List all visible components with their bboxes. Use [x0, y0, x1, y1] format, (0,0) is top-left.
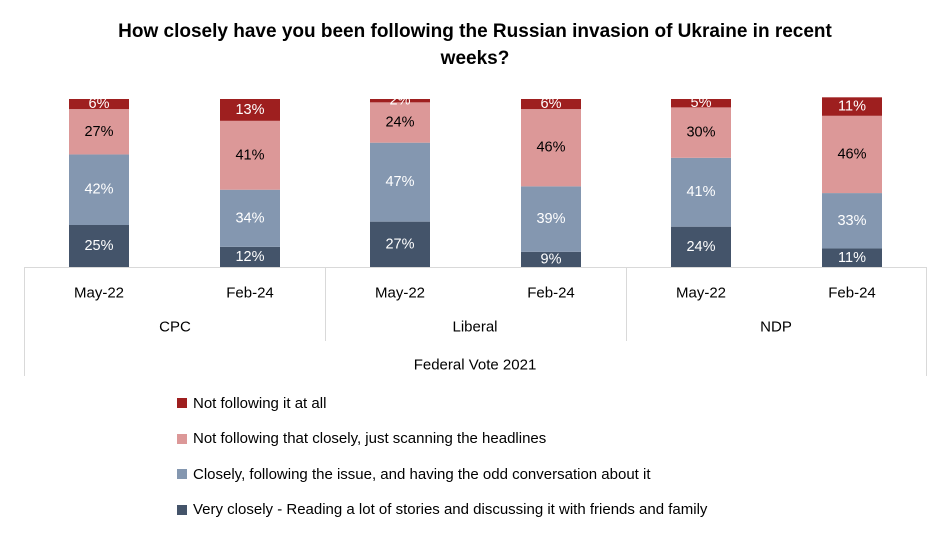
- legend-swatch: [177, 504, 187, 515]
- data-label: 9%: [541, 251, 562, 267]
- bar-segment: [220, 120, 280, 190]
- bar-segment: [822, 193, 882, 249]
- data-label: 11%: [838, 250, 866, 266]
- group-axis-label: Federal Vote 2021: [414, 357, 537, 374]
- data-label: 46%: [536, 140, 565, 156]
- legend-label: Closely, following the issue, and having…: [193, 465, 651, 483]
- bar-segment: [370, 99, 430, 103]
- bar-segment: [521, 109, 581, 187]
- bar-segment: [822, 248, 882, 267]
- chart-title: How closely have you been following the …: [118, 21, 832, 69]
- legend-label: Not following that closely, just scannin…: [193, 430, 547, 447]
- bar-segment: [370, 102, 430, 143]
- bar-segment: [370, 221, 430, 267]
- legend-label: Very closely - Reading a lot of stories …: [193, 501, 708, 518]
- bar-segment: [220, 189, 280, 247]
- category-tick-label: May-22: [74, 285, 124, 302]
- bar-segment: [370, 142, 430, 222]
- bar-segment: [220, 246, 280, 267]
- bar-segment: [822, 115, 882, 194]
- legend-item: Not following that closely, just scannin…: [177, 430, 707, 448]
- legend-item: Very closely - Reading a lot of stories …: [177, 501, 707, 519]
- bar-segment: [671, 157, 731, 227]
- data-label: 13%: [235, 102, 264, 118]
- legend: Not following it at all Not following tha…: [177, 394, 707, 536]
- category-tick-label: May-22: [676, 285, 726, 302]
- data-label: 24%: [385, 115, 414, 131]
- data-label: 42%: [84, 182, 113, 198]
- legend-swatch: [177, 398, 187, 408]
- bar-segment: [521, 251, 581, 267]
- legend-item: Closely, following the issue, and having…: [177, 465, 707, 483]
- data-label: 6%: [541, 96, 562, 112]
- bar-segment: [69, 225, 129, 267]
- bar-segment: [69, 154, 129, 225]
- legend-label: Not following it at all: [193, 394, 327, 412]
- data-label: 33%: [837, 213, 866, 229]
- data-label: 27%: [385, 236, 414, 252]
- legend-swatch: [177, 433, 187, 444]
- legend-item: Not following it at all: [177, 394, 707, 412]
- category-tick-label: Feb-24: [226, 285, 274, 302]
- data-label: 25%: [84, 238, 113, 254]
- bar-segment: [671, 226, 731, 267]
- data-label: 5%: [691, 95, 712, 111]
- data-label: 6%: [89, 96, 110, 112]
- data-label: 11%: [838, 99, 866, 115]
- data-label: 30%: [686, 125, 715, 141]
- data-label: 41%: [235, 147, 264, 163]
- data-label: 39%: [536, 211, 565, 227]
- data-label: 2%: [390, 93, 411, 109]
- data-label: 47%: [385, 174, 414, 190]
- group-label: CPC: [159, 319, 191, 336]
- group-label: Liberal: [452, 319, 497, 336]
- data-label: 12%: [235, 249, 264, 265]
- bar-segment: [822, 97, 882, 116]
- bar-segment: [69, 109, 129, 155]
- category-tick-label: Feb-24: [527, 285, 575, 302]
- group-label: NDP: [760, 319, 792, 336]
- bar-segment: [671, 107, 731, 158]
- category-tick-label: Feb-24: [828, 285, 876, 302]
- bar-segment: [521, 186, 581, 252]
- data-label: 41%: [686, 184, 715, 200]
- bar-segment: [220, 99, 280, 121]
- data-label: 27%: [84, 124, 113, 140]
- bar-segment: [671, 99, 731, 108]
- category-tick-label: May-22: [375, 285, 425, 302]
- data-label: 24%: [686, 239, 715, 255]
- bar-segment: [521, 99, 581, 110]
- legend-swatch: [177, 469, 187, 479]
- data-label: 34%: [235, 210, 264, 226]
- bar-segment: [69, 99, 129, 110]
- data-label: 46%: [837, 146, 866, 162]
